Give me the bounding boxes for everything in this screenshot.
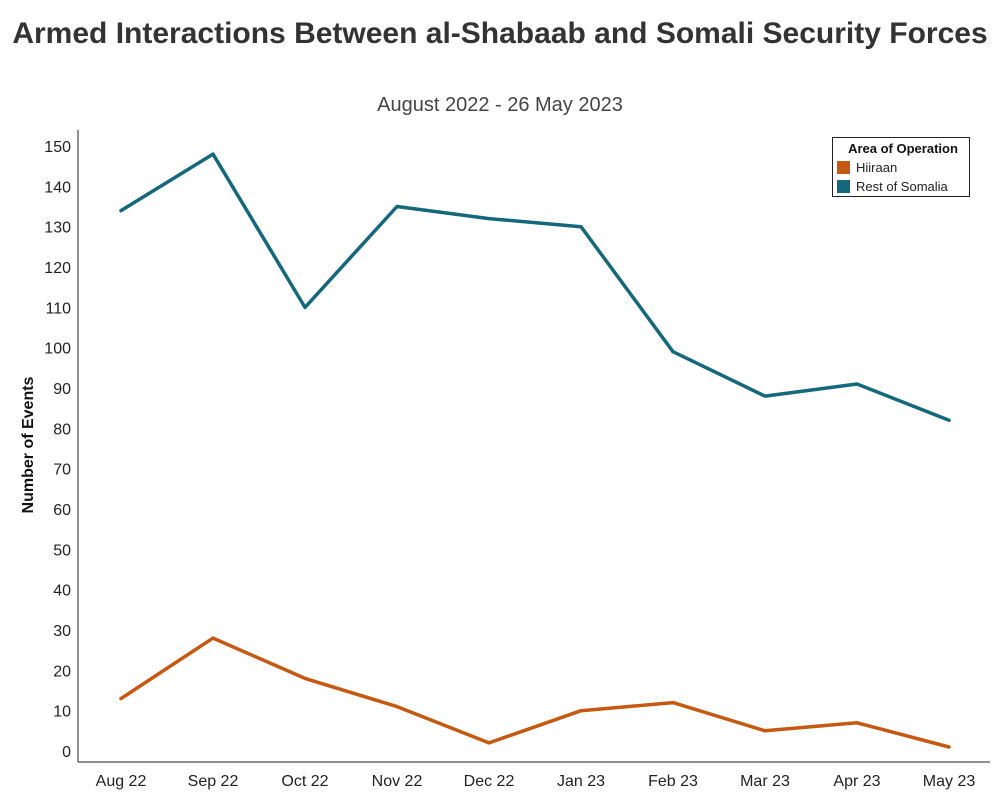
data-point-rest-of-somalia [487,217,491,221]
y-axis-title: Number of Events [20,376,37,513]
data-point-rest-of-somalia [579,225,583,229]
y-tick-label: 80 [53,421,71,438]
y-tick-label: 40 [53,583,71,600]
y-tick-label: 150 [44,139,71,156]
data-point-hiiraan [855,721,859,725]
legend-item-hiiraan: Hiiraan [837,158,969,177]
x-tick-label: Dec 22 [464,773,515,790]
chart-title: Armed Interactions Between al-Shabaab an… [12,17,988,50]
x-tick-label: May 23 [923,773,976,790]
data-point-rest-of-somalia [395,205,399,209]
data-point-hiiraan [211,636,215,640]
x-tick-label: Aug 22 [96,773,147,790]
y-tick-label: 110 [45,300,71,317]
legend: Area of Operation Hiiraan Rest of Somali… [832,137,970,197]
legend-label-hiiraan: Hiiraan [856,160,898,175]
y-tick-label: 140 [44,179,71,196]
y-tick-label: 60 [53,502,71,519]
data-point-hiiraan [947,745,951,749]
data-point-rest-of-somalia [303,305,307,309]
data-point-hiiraan [763,729,767,733]
y-tick-label: 30 [53,623,71,640]
x-tick-label: Sep 22 [188,773,239,790]
y-tick-label: 90 [53,381,71,398]
series-line-rest-of-somalia [119,152,951,423]
data-point-hiiraan [303,676,307,680]
x-tick-label: Apr 23 [833,773,880,790]
data-point-hiiraan [671,701,675,705]
data-point-rest-of-somalia [947,418,951,422]
data-point-rest-of-somalia [211,152,215,156]
legend-title: Area of Operation [848,141,958,156]
x-tick-label: Jan 23 [557,773,605,790]
legend-swatch-hiiraan [837,161,850,174]
y-tick-label: 10 [53,704,71,721]
x-tick-label: Oct 22 [281,773,328,790]
y-tick-label: 130 [44,220,71,237]
legend-item-rest-of-somalia: Rest of Somalia [837,177,969,196]
legend-label-rest-of-somalia: Rest of Somalia [856,179,948,194]
data-point-hiiraan [579,709,583,713]
data-point-hiiraan [487,741,491,745]
y-ticks: 0 10 20 30 40 50 60 70 80 90 100 110 120 130 140 150 [44,139,71,761]
data-point-rest-of-somalia [671,350,675,354]
x-ticks: Aug 22 Sep 22 Oct 22 Nov 22 Dec 22 Jan 23 Feb … [96,773,976,790]
y-tick-label: 20 [53,663,71,680]
chart-subtitle: August 2022 - 26 May 2023 [377,94,623,116]
y-tick-label: 70 [53,462,71,479]
data-point-hiiraan [395,705,399,709]
series-line-hiiraan [119,636,951,749]
data-point-hiiraan [119,697,123,701]
series-layer [119,152,951,749]
x-tick-label: Nov 22 [372,773,423,790]
x-tick-label: Mar 23 [740,773,790,790]
data-point-rest-of-somalia [855,382,859,386]
y-tick-label: 100 [44,341,71,358]
x-tick-label: Feb 23 [648,773,698,790]
data-point-rest-of-somalia [119,209,123,213]
data-point-rest-of-somalia [763,394,767,398]
y-tick-label: 120 [44,260,71,277]
y-tick-label: 50 [53,542,71,559]
legend-swatch-rest-of-somalia [837,180,850,193]
y-tick-label: 0 [62,744,71,761]
